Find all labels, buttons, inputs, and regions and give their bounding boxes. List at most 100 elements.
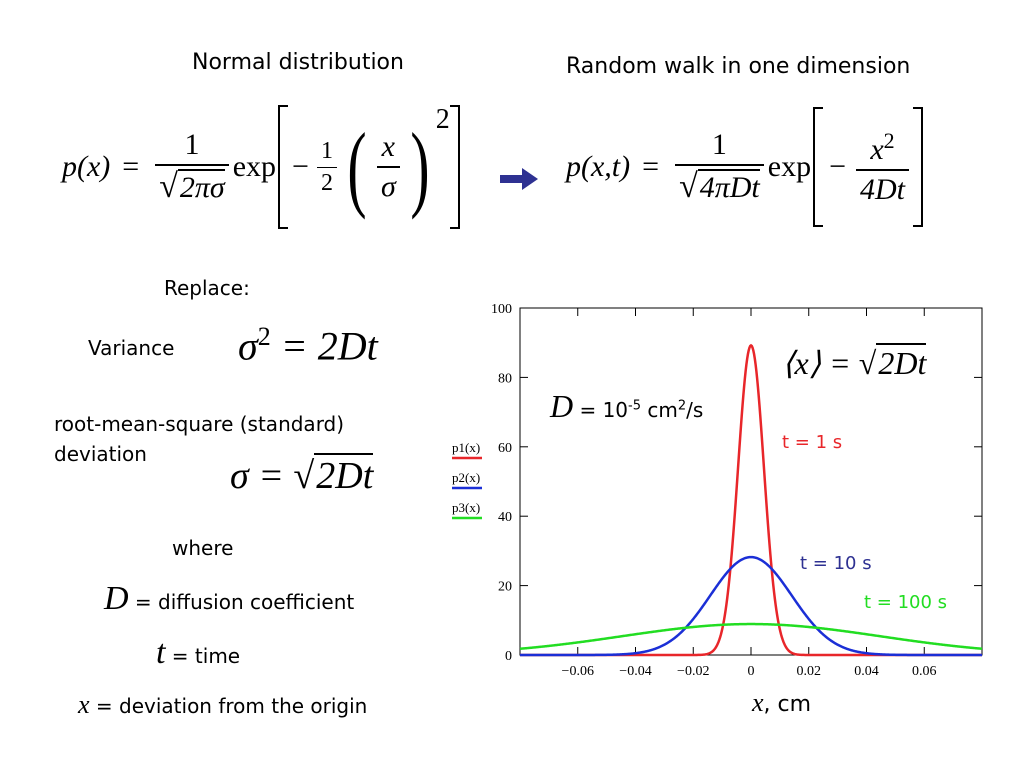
- normal-eq-minus: −: [292, 150, 309, 183]
- random-walk-heading: Random walk in one dimension: [566, 54, 911, 79]
- walk-eq-den: 4Dt: [856, 168, 910, 207]
- t-symbol: t: [156, 634, 166, 671]
- label-t100: t = 100 s: [864, 592, 948, 613]
- x-tick-label: 0.04: [854, 664, 879, 679]
- label-t1: t = 1 s: [782, 432, 843, 453]
- legend: p1(x) p2(x) p3(x): [452, 440, 482, 520]
- y-tick-label: 20: [498, 580, 512, 595]
- normal-eq-equals: =: [122, 150, 140, 183]
- normal-eq-x: x: [381, 130, 395, 163]
- mean-displacement-equation: ⟨x⟩ = √2Dt: [782, 343, 927, 382]
- variance-power: 2: [257, 322, 271, 351]
- mean-sqrt-arg: 2Dt: [876, 343, 927, 381]
- series-curve-p2(x): [520, 555, 982, 657]
- rms-sqrt-arg: 2Dt: [314, 453, 374, 497]
- variance-label: Variance: [88, 336, 175, 360]
- axis-ticks: −0.06 −0.04 −0.02 0 0.02 0.04 0.06 0 20 40 60 80 100: [491, 302, 982, 679]
- normal-distribution-heading: Normal distribution: [192, 50, 404, 75]
- D-value-unit-exp: 2: [677, 398, 687, 414]
- D-value-unit-tail: /s: [686, 398, 704, 422]
- t-definition: = time: [165, 644, 241, 668]
- walk-eq-minus: −: [829, 150, 847, 183]
- x-axis-symbol: x: [752, 688, 764, 717]
- x-symbol: x: [78, 690, 90, 719]
- D-value-eq: = 10: [573, 398, 629, 422]
- normal-eq-ratio: x σ: [376, 130, 400, 204]
- x-axis-unit: , cm: [763, 692, 812, 717]
- D-value-symbol: D: [550, 388, 574, 424]
- walk-eq-sqrt-arg: 4πDt: [697, 169, 760, 204]
- sqrt-icon: √: [159, 168, 178, 205]
- left-paren-icon: (: [347, 112, 367, 220]
- y-tick-label: 0: [505, 649, 512, 664]
- diffusion-chart: −0.06 −0.04 −0.02 0 0.02 0.04 0.06 0 20 40 60 80 100…: [452, 302, 983, 679]
- normal-eq-prefactor-num: 1: [184, 128, 200, 161]
- y-tick-label: 100: [491, 302, 512, 317]
- normal-eq-half-den: 2: [316, 166, 337, 197]
- walk-eq-prefactor: 1 √4πDt: [675, 128, 764, 206]
- left-bracket-icon: [813, 107, 824, 227]
- normal-eq-sqrt-arg: 2πσ: [177, 169, 225, 204]
- y-tick-label: 40: [498, 510, 512, 525]
- x-tick-label: 0: [748, 664, 755, 679]
- rms-label-line2: deviation: [54, 442, 147, 466]
- label-t10: t = 10 s: [800, 553, 872, 574]
- right-paren-icon: ): [410, 112, 430, 220]
- D-symbol: D: [104, 580, 129, 617]
- left-bracket-icon: [278, 105, 289, 229]
- walk-eq-x-power: 2: [883, 127, 895, 153]
- D-value-exp: -5: [628, 398, 641, 414]
- x-axis-label: x, cm: [752, 688, 811, 718]
- sqrt-icon: √: [858, 345, 877, 381]
- x-tick-label: 0.02: [797, 664, 822, 679]
- normal-eq-sigma: σ: [376, 166, 400, 204]
- y-tick-label: 60: [498, 441, 512, 456]
- mean-lhs: ⟨x⟩ =: [782, 345, 851, 381]
- legend-label: p3(x): [452, 500, 480, 515]
- normal-eq-power: 2: [435, 104, 450, 135]
- x-tick-label: −0.04: [619, 664, 651, 679]
- variance-rhs: = 2Dt: [280, 323, 378, 369]
- plot-frame: [519, 307, 983, 656]
- sqrt-icon: √: [679, 168, 698, 205]
- y-tick-label: 80: [498, 371, 512, 386]
- legend-label: p1(x): [452, 440, 480, 455]
- walk-eq-equals: =: [642, 150, 660, 183]
- walk-eq-lhs: p(x,t): [566, 150, 631, 183]
- x-tick-label: −0.06: [562, 664, 594, 679]
- where-label: where: [172, 536, 234, 560]
- walk-eq-exp: exp: [767, 150, 812, 183]
- normal-eq-lhs: p(x): [62, 150, 111, 183]
- normal-distribution-equation: p(x) = 1 √2πσ exp − 1 2 ( x σ ) 2: [62, 102, 462, 232]
- normal-eq-half: 1 2: [316, 137, 337, 197]
- variance-equation: σ2 = 2Dt: [238, 322, 378, 369]
- walk-eq-ratio: x2 4Dt: [856, 127, 910, 207]
- curves: [519, 343, 983, 657]
- D-definition: = diffusion coefficient: [128, 590, 355, 614]
- definition-x: x = deviation from the origin: [78, 690, 367, 720]
- x-tick-label: 0.06: [912, 664, 937, 679]
- definition-D: D = diffusion coefficient: [104, 580, 354, 618]
- variance-sigma: σ: [238, 323, 258, 369]
- x-definition: = deviation from the origin: [89, 694, 368, 718]
- random-walk-equation: p(x,t) = 1 √4πDt exp − x2 4Dt: [566, 104, 925, 230]
- sqrt-icon: √: [293, 455, 315, 497]
- normal-eq-prefactor: 1 √2πσ: [155, 128, 229, 206]
- walk-eq-prefactor-num: 1: [711, 128, 727, 161]
- D-value-unit: cm: [641, 398, 678, 422]
- legend-label: p2(x): [452, 470, 480, 485]
- replace-label: Replace:: [164, 276, 250, 300]
- x-tick-label: −0.02: [677, 664, 709, 679]
- rms-equation: σ = √2Dt: [230, 453, 374, 498]
- series-curve-p3(x): [519, 622, 983, 650]
- definition-t: t = time: [156, 634, 240, 672]
- D-value-annotation: D = 10-5 cm2/s: [550, 388, 703, 425]
- right-bracket-icon: [913, 107, 924, 227]
- walk-eq-x: x: [870, 132, 884, 166]
- rms-label-line1: root-mean-square (standard): [54, 412, 345, 436]
- right-arrow-icon: [500, 168, 538, 190]
- normal-eq-half-num: 1: [320, 137, 333, 164]
- rms-lhs: σ =: [230, 455, 284, 497]
- normal-eq-exp: exp: [232, 150, 277, 183]
- right-bracket-icon: [449, 105, 460, 229]
